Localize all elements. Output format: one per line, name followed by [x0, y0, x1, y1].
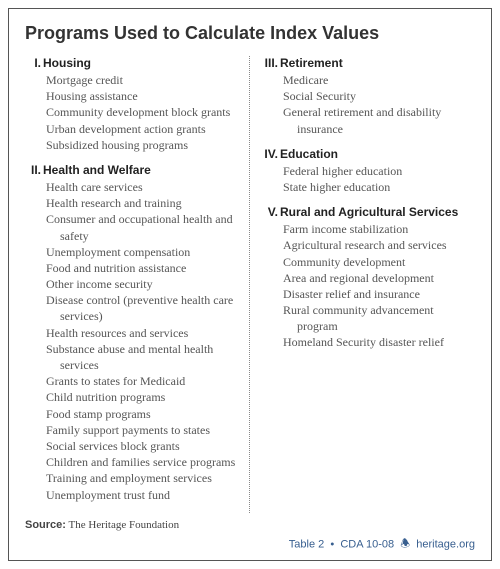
list-item: Consumer and occupational health and saf…: [25, 211, 237, 243]
section-retirement: III.Retirement Medicare Social Security …: [262, 56, 475, 137]
section-health-welfare: II.Health and Welfare Health care servic…: [25, 163, 237, 503]
list-item: Substance abuse and mental health servic…: [25, 341, 237, 373]
section-number: III.: [264, 56, 278, 70]
section-number: IV.: [264, 147, 278, 161]
source-line: Source: The Heritage Foundation: [25, 519, 475, 531]
list-item: Community development: [262, 254, 475, 270]
section-heading: II.Health and Welfare: [25, 163, 237, 177]
list-item: Subsidized housing programs: [25, 137, 237, 153]
list-item: Social Security: [262, 88, 475, 104]
section-number: V.: [264, 205, 278, 219]
list-item: Social services block grants: [25, 438, 237, 454]
section-rural-agricultural: V.Rural and Agricultural Services Farm i…: [262, 205, 475, 351]
list-item: Farm income stabilization: [262, 221, 475, 237]
list-item: Unemployment compensation: [25, 244, 237, 260]
section-number: I.: [27, 56, 41, 70]
list-item: Medicare: [262, 72, 475, 88]
list-item: Disaster relief and insurance: [262, 286, 475, 302]
section-label: Education: [280, 147, 338, 161]
list-item: Unemployment trust fund: [25, 487, 237, 503]
list-item: State higher education: [262, 179, 475, 195]
list-item: Disease control (preventive health care …: [25, 292, 237, 324]
section-heading: V.Rural and Agricultural Services: [262, 205, 475, 219]
list-item: Health research and training: [25, 195, 237, 211]
footer: Table 2 • CDA 10-08 🕭 heritage.org: [25, 535, 475, 554]
list-item: Children and families service programs: [25, 454, 237, 470]
list-item: Health care services: [25, 179, 237, 195]
bell-icon: 🕭: [400, 538, 410, 550]
footer-site: heritage.org: [416, 538, 475, 550]
columns-container: I.Housing Mortgage credit Housing assist…: [25, 56, 475, 513]
footer-code: CDA 10-08: [340, 538, 394, 550]
list-item: Food and nutrition assistance: [25, 260, 237, 276]
left-column: I.Housing Mortgage credit Housing assist…: [25, 56, 250, 513]
footer-table: Table 2: [289, 538, 324, 550]
list-item: Urban development action grants: [25, 121, 237, 137]
section-label: Health and Welfare: [43, 163, 151, 177]
source-value: The Heritage Foundation: [69, 519, 180, 531]
section-label: Housing: [43, 56, 91, 70]
list-item: Area and regional development: [262, 270, 475, 286]
list-item: Agricultural research and services: [262, 237, 475, 253]
list-item: Homeland Security disaster relief: [262, 334, 475, 350]
section-label: Retirement: [280, 56, 343, 70]
list-item: Food stamp programs: [25, 406, 237, 422]
section-number: II.: [27, 163, 41, 177]
document-card: Programs Used to Calculate Index Values …: [8, 8, 492, 561]
section-label: Rural and Agricultural Services: [280, 205, 458, 219]
list-item: Grants to states for Medicaid: [25, 373, 237, 389]
list-item: Training and employment services: [25, 470, 237, 486]
list-item: Family support payments to states: [25, 422, 237, 438]
page-title: Programs Used to Calculate Index Values: [25, 23, 475, 44]
list-item: Child nutrition programs: [25, 389, 237, 405]
list-item: Mortgage credit: [25, 72, 237, 88]
list-item: Community development block grants: [25, 104, 237, 120]
list-item: Federal higher education: [262, 163, 475, 179]
section-education: IV.Education Federal higher education St…: [262, 147, 475, 195]
section-heading: IV.Education: [262, 147, 475, 161]
list-item: Rural community advancement program: [262, 302, 475, 334]
list-item: General retirement and disability insura…: [262, 104, 475, 136]
right-column: III.Retirement Medicare Social Security …: [250, 56, 475, 513]
source-label: Source:: [25, 519, 66, 531]
section-housing: I.Housing Mortgage credit Housing assist…: [25, 56, 237, 153]
section-heading: I.Housing: [25, 56, 237, 70]
list-item: Housing assistance: [25, 88, 237, 104]
list-item: Other income security: [25, 276, 237, 292]
list-item: Health resources and services: [25, 325, 237, 341]
section-heading: III.Retirement: [262, 56, 475, 70]
